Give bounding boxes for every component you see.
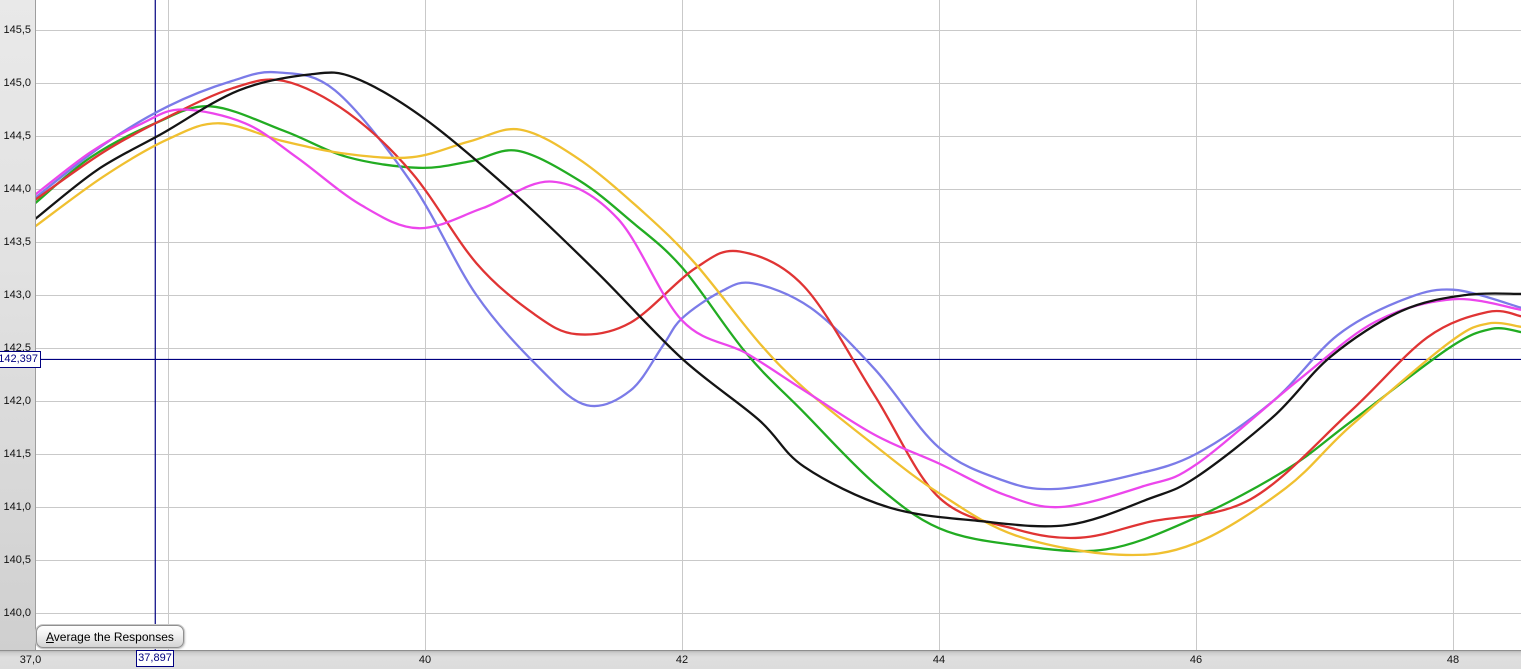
curve-red [34, 78, 1521, 540]
x-axis-tick-label: 42 [675, 654, 689, 666]
x-axis-tick-label: 48 [1446, 654, 1460, 666]
y-axis-tick-label: 144,0 [3, 183, 31, 195]
curve-black [34, 71, 1521, 528]
average-the-responses-button[interactable]: Average the Responses [36, 625, 184, 648]
plot-area[interactable] [0, 0, 1521, 650]
y-axis-tick-label: 143,0 [3, 289, 31, 301]
curve-magenta [34, 108, 1521, 509]
curve-blue [34, 70, 1521, 491]
y-axis-tick-label: 145,5 [3, 24, 31, 36]
y-axis-tick-label: 140,5 [3, 554, 31, 566]
crosshair-x-value-box: 37,897 [136, 650, 174, 667]
y-axis-tick-label: 143,5 [3, 236, 31, 248]
crosshair-y-value-box: 142,397 [0, 351, 41, 368]
x-axis-band [0, 650, 1521, 669]
y-axis-tick-label: 141,0 [3, 501, 31, 513]
y-axis-tick-label: 144,5 [3, 130, 31, 142]
x-axis-tick-label: 46 [1189, 654, 1203, 666]
x-axis-tick-label: 44 [932, 654, 946, 666]
y-axis-tick-label: 142,0 [3, 395, 31, 407]
x-axis-tick-label: 37,0 [19, 654, 42, 666]
curve-green [34, 105, 1521, 553]
y-axis-gutter [0, 0, 36, 650]
curve-yellow [34, 122, 1521, 557]
average-the-responses-label: Average the Responses [46, 629, 174, 644]
y-axis-tick-label: 145,0 [3, 77, 31, 89]
x-axis-tick-label: 40 [418, 654, 432, 666]
y-axis-tick-label: 140,0 [3, 607, 31, 619]
y-axis-tick-label: 141,5 [3, 448, 31, 460]
